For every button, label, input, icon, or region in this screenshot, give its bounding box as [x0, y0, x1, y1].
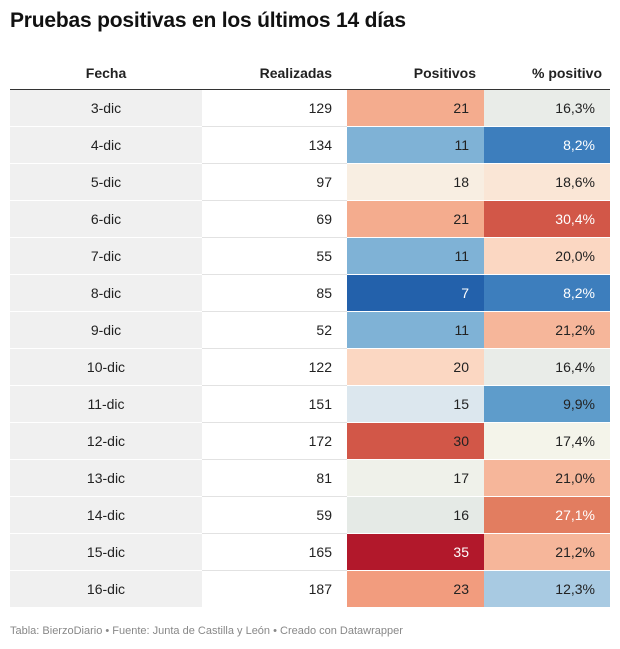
cell-realizadas: 165 [202, 533, 347, 571]
cell-pct-positivo: 17,4% [484, 422, 610, 460]
cell-fecha: 15-dic [10, 533, 202, 571]
cell-realizadas: 129 [202, 89, 347, 127]
cell-positivos: 18 [347, 163, 484, 201]
cell-realizadas: 151 [202, 385, 347, 423]
cell-pct-positivo: 27,1% [484, 496, 610, 534]
cell-realizadas: 55 [202, 237, 347, 275]
cell-realizadas: 59 [202, 496, 347, 534]
table-body: 3-dic 129 21 16,3% 4-dic 134 11 8,2% 5-dic 97 18 18… [10, 89, 610, 607]
cell-fecha: 6-dic [10, 200, 202, 238]
table-row: 10-dic 122 20 16,4% [10, 348, 610, 386]
cell-positivos: 17 [347, 459, 484, 497]
column-header-realizadas[interactable]: Realizadas [202, 56, 347, 90]
column-header-positivos[interactable]: Positivos [347, 56, 484, 90]
table-row: 8-dic 85 7 8,2% [10, 274, 610, 312]
cell-pct-positivo: 16,4% [484, 348, 610, 386]
cell-positivos: 35 [347, 533, 484, 571]
table-row: 7-dic 55 11 20,0% [10, 237, 610, 275]
cell-positivos: 21 [347, 200, 484, 238]
cell-pct-positivo: 12,3% [484, 570, 610, 607]
column-header-pct-positivo[interactable]: % positivo [484, 56, 610, 90]
cell-positivos: 16 [347, 496, 484, 534]
cell-fecha: 5-dic [10, 163, 202, 201]
cell-fecha: 16-dic [10, 570, 202, 607]
cell-positivos: 11 [347, 237, 484, 275]
cell-positivos: 11 [347, 311, 484, 349]
cell-positivos: 11 [347, 126, 484, 164]
table-row: 16-dic 187 23 12,3% [10, 570, 610, 607]
cell-positivos: 21 [347, 89, 484, 127]
footer-credits: Tabla: BierzoDiario • Fuente: Junta de C… [10, 625, 403, 637]
cell-realizadas: 97 [202, 163, 347, 201]
cell-realizadas: 172 [202, 422, 347, 460]
cell-pct-positivo: 30,4% [484, 200, 610, 238]
cell-pct-positivo: 20,0% [484, 237, 610, 275]
cell-realizadas: 69 [202, 200, 347, 238]
cell-fecha: 13-dic [10, 459, 202, 497]
column-header-fecha[interactable]: Fecha [10, 56, 202, 90]
cell-pct-positivo: 8,2% [484, 126, 610, 164]
table-row: 9-dic 52 11 21,2% [10, 311, 610, 349]
data-table: Fecha Realizadas Positivos % positivo 3-… [10, 56, 610, 607]
table-row: 6-dic 69 21 30,4% [10, 200, 610, 238]
table-title: Pruebas positivas en los últimos 14 días [10, 9, 406, 32]
cell-pct-positivo: 21,2% [484, 533, 610, 571]
table-row: 3-dic 129 21 16,3% [10, 89, 610, 127]
cell-positivos: 15 [347, 385, 484, 423]
table-row: 13-dic 81 17 21,0% [10, 459, 610, 497]
table-row: 11-dic 151 15 9,9% [10, 385, 610, 423]
cell-pct-positivo: 21,0% [484, 459, 610, 497]
table-row: 4-dic 134 11 8,2% [10, 126, 610, 164]
header-row: Fecha Realizadas Positivos % positivo [10, 56, 610, 90]
cell-fecha: 12-dic [10, 422, 202, 460]
cell-fecha: 9-dic [10, 311, 202, 349]
cell-fecha: 7-dic [10, 237, 202, 275]
table-row: 12-dic 172 30 17,4% [10, 422, 610, 460]
table-row: 15-dic 165 35 21,2% [10, 533, 610, 571]
cell-fecha: 8-dic [10, 274, 202, 312]
cell-realizadas: 81 [202, 459, 347, 497]
cell-fecha: 3-dic [10, 89, 202, 127]
cell-positivos: 30 [347, 422, 484, 460]
cell-realizadas: 52 [202, 311, 347, 349]
cell-fecha: 11-dic [10, 385, 202, 423]
cell-positivos: 7 [347, 274, 484, 312]
table-row: 5-dic 97 18 18,6% [10, 163, 610, 201]
cell-fecha: 4-dic [10, 126, 202, 164]
cell-realizadas: 122 [202, 348, 347, 386]
cell-pct-positivo: 21,2% [484, 311, 610, 349]
cell-fecha: 14-dic [10, 496, 202, 534]
table-row: 14-dic 59 16 27,1% [10, 496, 610, 534]
cell-realizadas: 85 [202, 274, 347, 312]
cell-pct-positivo: 8,2% [484, 274, 610, 312]
cell-realizadas: 134 [202, 126, 347, 164]
cell-pct-positivo: 18,6% [484, 163, 610, 201]
cell-pct-positivo: 9,9% [484, 385, 610, 423]
cell-positivos: 20 [347, 348, 484, 386]
cell-fecha: 10-dic [10, 348, 202, 386]
cell-positivos: 23 [347, 570, 484, 607]
cell-realizadas: 187 [308, 581, 332, 597]
cell-pct-positivo: 16,3% [484, 89, 610, 127]
